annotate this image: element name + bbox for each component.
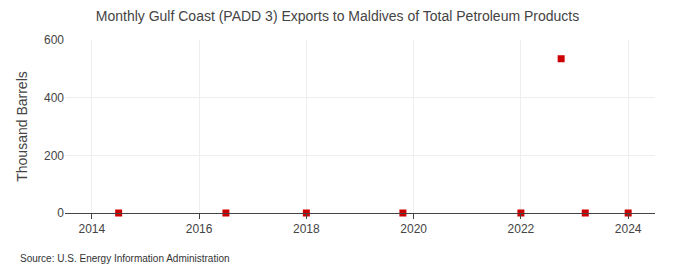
svg-text:2022: 2022: [508, 222, 535, 236]
svg-text:Thousand Barrels: Thousand Barrels: [14, 71, 30, 182]
svg-text:200: 200: [44, 149, 64, 163]
svg-text:2016: 2016: [186, 222, 213, 236]
svg-text:2020: 2020: [400, 222, 427, 236]
svg-text:600: 600: [44, 33, 64, 47]
svg-text:Monthly Gulf Coast (PADD 3) Ex: Monthly Gulf Coast (PADD 3) Exports to M…: [96, 8, 579, 24]
svg-text:Source: U.S. Energy Informatio: Source: U.S. Energy Information Administ…: [20, 253, 230, 264]
svg-text:2014: 2014: [78, 222, 105, 236]
svg-text:2018: 2018: [293, 222, 320, 236]
svg-text:400: 400: [44, 91, 64, 105]
svg-text:0: 0: [57, 206, 64, 220]
svg-text:2024: 2024: [615, 222, 642, 236]
